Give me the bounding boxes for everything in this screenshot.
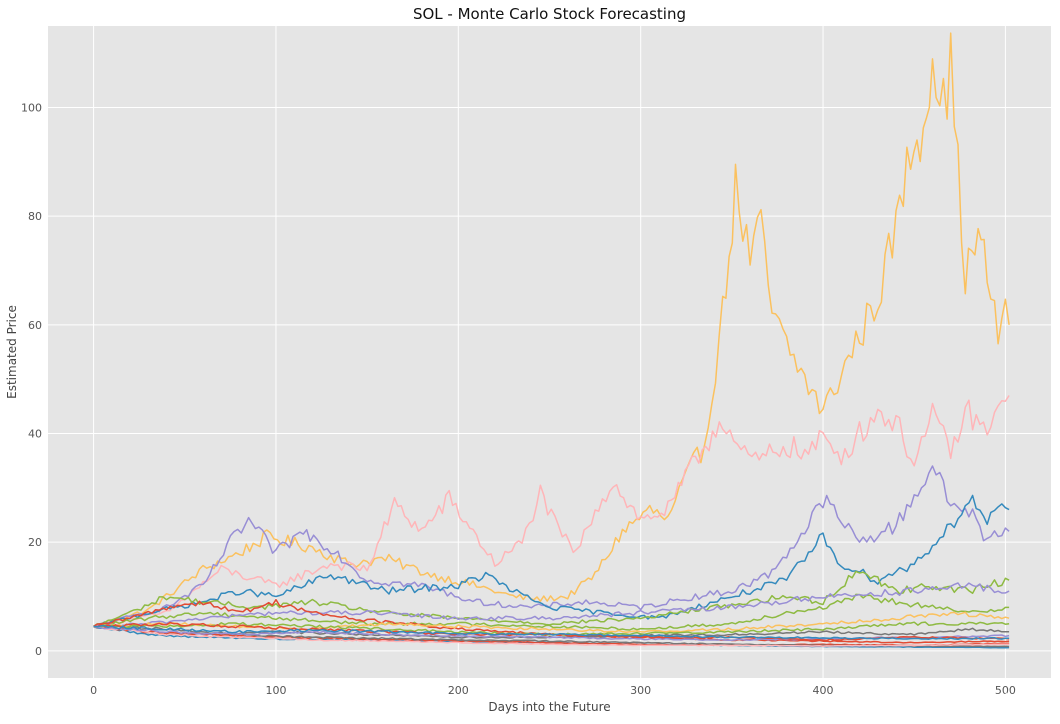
series-line <box>93 582 1010 628</box>
x-tick-label: 200 <box>448 684 469 697</box>
y-tick-label: 60 <box>28 319 42 332</box>
y-tick-label: 0 <box>35 645 42 658</box>
x-axis-label: Days into the Future <box>488 700 610 714</box>
y-tick-label: 40 <box>28 428 42 441</box>
series-line <box>93 395 1010 628</box>
x-tick-label: 500 <box>995 684 1016 697</box>
series-line <box>93 625 1010 647</box>
y-tick-label: 20 <box>28 536 42 549</box>
series-lines <box>93 32 1010 649</box>
y-tick-label: 80 <box>28 210 42 223</box>
grid-lines <box>48 26 1051 678</box>
x-tick-label: 300 <box>630 684 651 697</box>
plot-area-background <box>48 26 1051 678</box>
x-tick-label: 400 <box>813 684 834 697</box>
watermark-text: CSDN @卖山楂啦prss <box>872 692 1047 712</box>
x-tick-label: 0 <box>90 684 97 697</box>
y-axis-label: Estimated Price <box>5 305 19 399</box>
series-line <box>93 593 1010 631</box>
series-line <box>93 32 1010 628</box>
tick-labels: 0 100 200 300 400 500 0 20 40 60 80 100 <box>21 102 1016 698</box>
x-tick-label: 100 <box>265 684 286 697</box>
y-tick-label: 100 <box>21 102 42 115</box>
series-line <box>93 625 1010 641</box>
chart-title: SOL - Monte Carlo Stock Forecasting <box>413 5 686 23</box>
series-line <box>93 611 1010 633</box>
